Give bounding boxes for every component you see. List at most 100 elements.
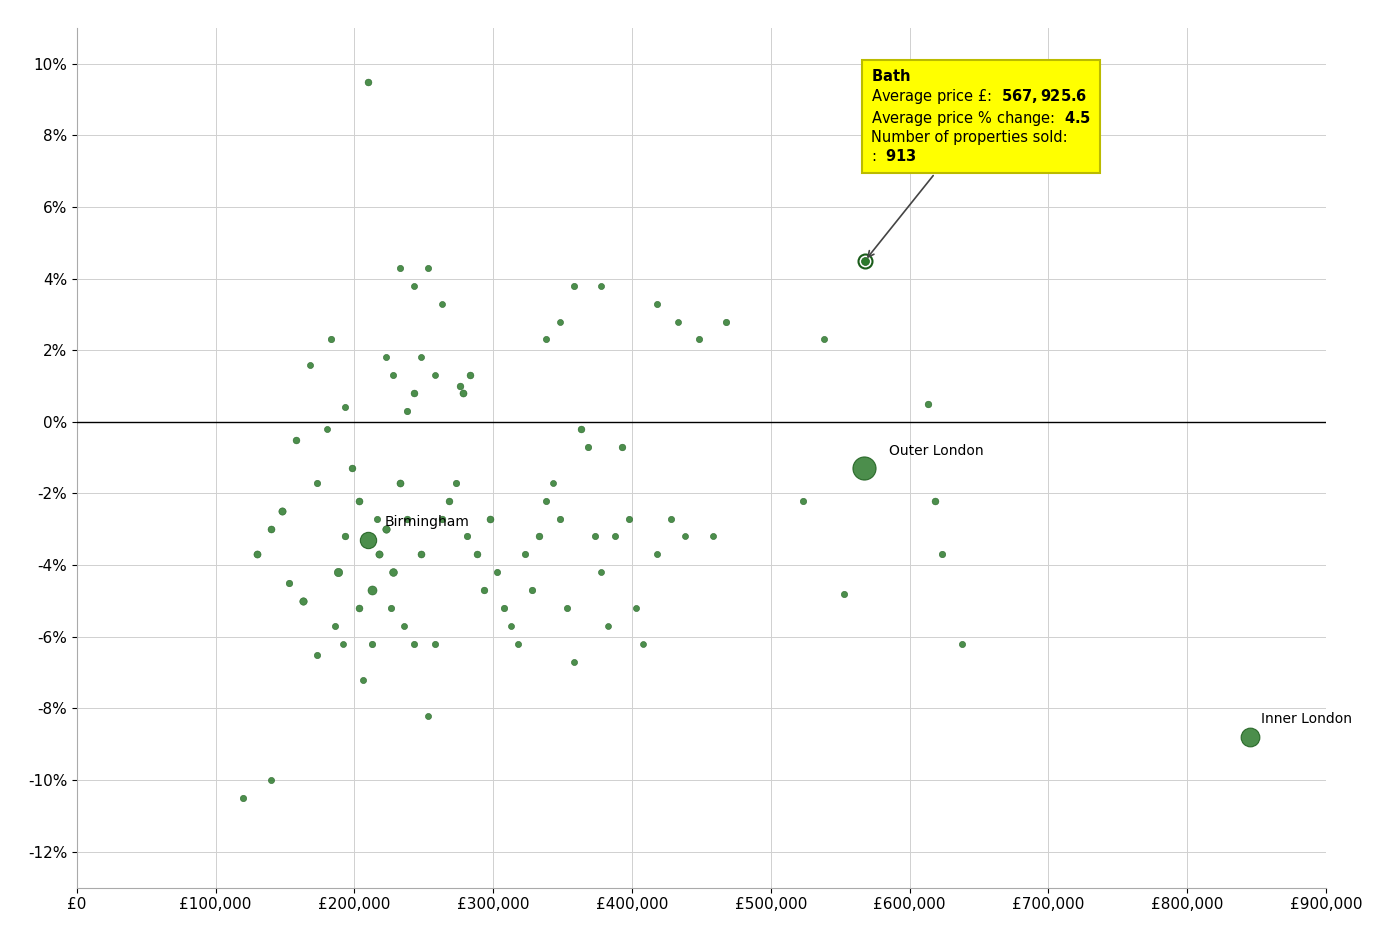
Point — [348, 601, 370, 616]
Point — [486, 565, 509, 580]
Point — [361, 636, 384, 651]
Point — [591, 278, 613, 293]
Point — [341, 461, 363, 476]
Point — [605, 529, 627, 544]
Point — [306, 647, 328, 662]
Point — [449, 379, 471, 394]
Point — [271, 504, 293, 519]
Point — [403, 636, 425, 651]
Point — [570, 421, 592, 436]
Point — [466, 547, 488, 562]
Point — [417, 260, 439, 275]
Point — [368, 547, 391, 562]
Point — [716, 314, 738, 329]
Point — [612, 439, 634, 454]
Point — [521, 583, 543, 598]
Point — [375, 522, 398, 537]
Point — [493, 601, 516, 616]
Point — [951, 636, 973, 651]
Point — [549, 511, 571, 526]
Point — [930, 547, 952, 562]
Point — [320, 332, 342, 347]
Point — [792, 494, 815, 509]
Point — [410, 547, 432, 562]
Point — [660, 511, 682, 526]
Point — [424, 636, 446, 651]
Point — [688, 332, 710, 347]
Point — [514, 547, 537, 562]
Point — [324, 619, 346, 634]
Point — [357, 532, 379, 547]
Point — [833, 587, 855, 602]
Point — [382, 565, 404, 580]
Point — [348, 494, 370, 509]
Point — [352, 672, 374, 687]
Point — [923, 494, 945, 509]
Point — [916, 397, 938, 412]
Point — [396, 511, 418, 526]
Point — [299, 357, 321, 372]
Point — [549, 314, 571, 329]
Point — [431, 511, 453, 526]
Point — [246, 547, 268, 562]
Point — [417, 708, 439, 723]
Point — [403, 278, 425, 293]
Point — [357, 74, 379, 89]
Point — [500, 619, 523, 634]
Point — [327, 565, 349, 580]
Point — [389, 260, 411, 275]
Point — [278, 575, 300, 590]
Point — [292, 593, 314, 608]
Text: $\bf{Bath}$
Average price £:  $\bf{567,925.6}$
Average price % change:  $\bf{4.5: $\bf{Bath}$ Average price £: $\bf{567,92… — [867, 69, 1091, 257]
Point — [619, 511, 641, 526]
Point — [332, 636, 354, 651]
Text: Outer London: Outer London — [888, 444, 983, 458]
Point — [379, 601, 402, 616]
Point — [452, 385, 474, 400]
Point — [674, 529, 696, 544]
Point — [812, 332, 834, 347]
Point — [473, 583, 495, 598]
Point — [459, 368, 481, 383]
Point — [667, 314, 689, 329]
Point — [260, 773, 282, 788]
Point — [393, 619, 416, 634]
Point — [646, 547, 669, 562]
Point — [366, 511, 388, 526]
Point — [410, 350, 432, 365]
Point — [542, 476, 564, 491]
Point — [853, 253, 876, 268]
Text: Birmingham: Birmingham — [385, 515, 470, 529]
Point — [285, 432, 307, 447]
Point — [626, 601, 648, 616]
Point — [1238, 729, 1261, 744]
Point — [563, 278, 585, 293]
Point — [260, 522, 282, 537]
Point — [306, 476, 328, 491]
Point — [507, 636, 530, 651]
Point — [382, 368, 404, 383]
Point — [445, 476, 467, 491]
Point — [424, 368, 446, 383]
Point — [646, 296, 669, 311]
Point — [702, 529, 724, 544]
Point — [563, 654, 585, 669]
Point — [853, 253, 876, 268]
Point — [361, 583, 384, 598]
Point — [334, 400, 356, 415]
Point — [577, 439, 599, 454]
Point — [456, 529, 478, 544]
Point — [396, 403, 418, 418]
Point — [556, 601, 578, 616]
Point — [480, 511, 502, 526]
Point — [403, 385, 425, 400]
Text: Inner London: Inner London — [1261, 713, 1351, 727]
Point — [375, 350, 398, 365]
Point — [334, 529, 356, 544]
Point — [535, 494, 557, 509]
Point — [535, 332, 557, 347]
Point — [528, 529, 550, 544]
Point — [316, 421, 338, 436]
Point — [852, 461, 874, 476]
Point — [431, 296, 453, 311]
